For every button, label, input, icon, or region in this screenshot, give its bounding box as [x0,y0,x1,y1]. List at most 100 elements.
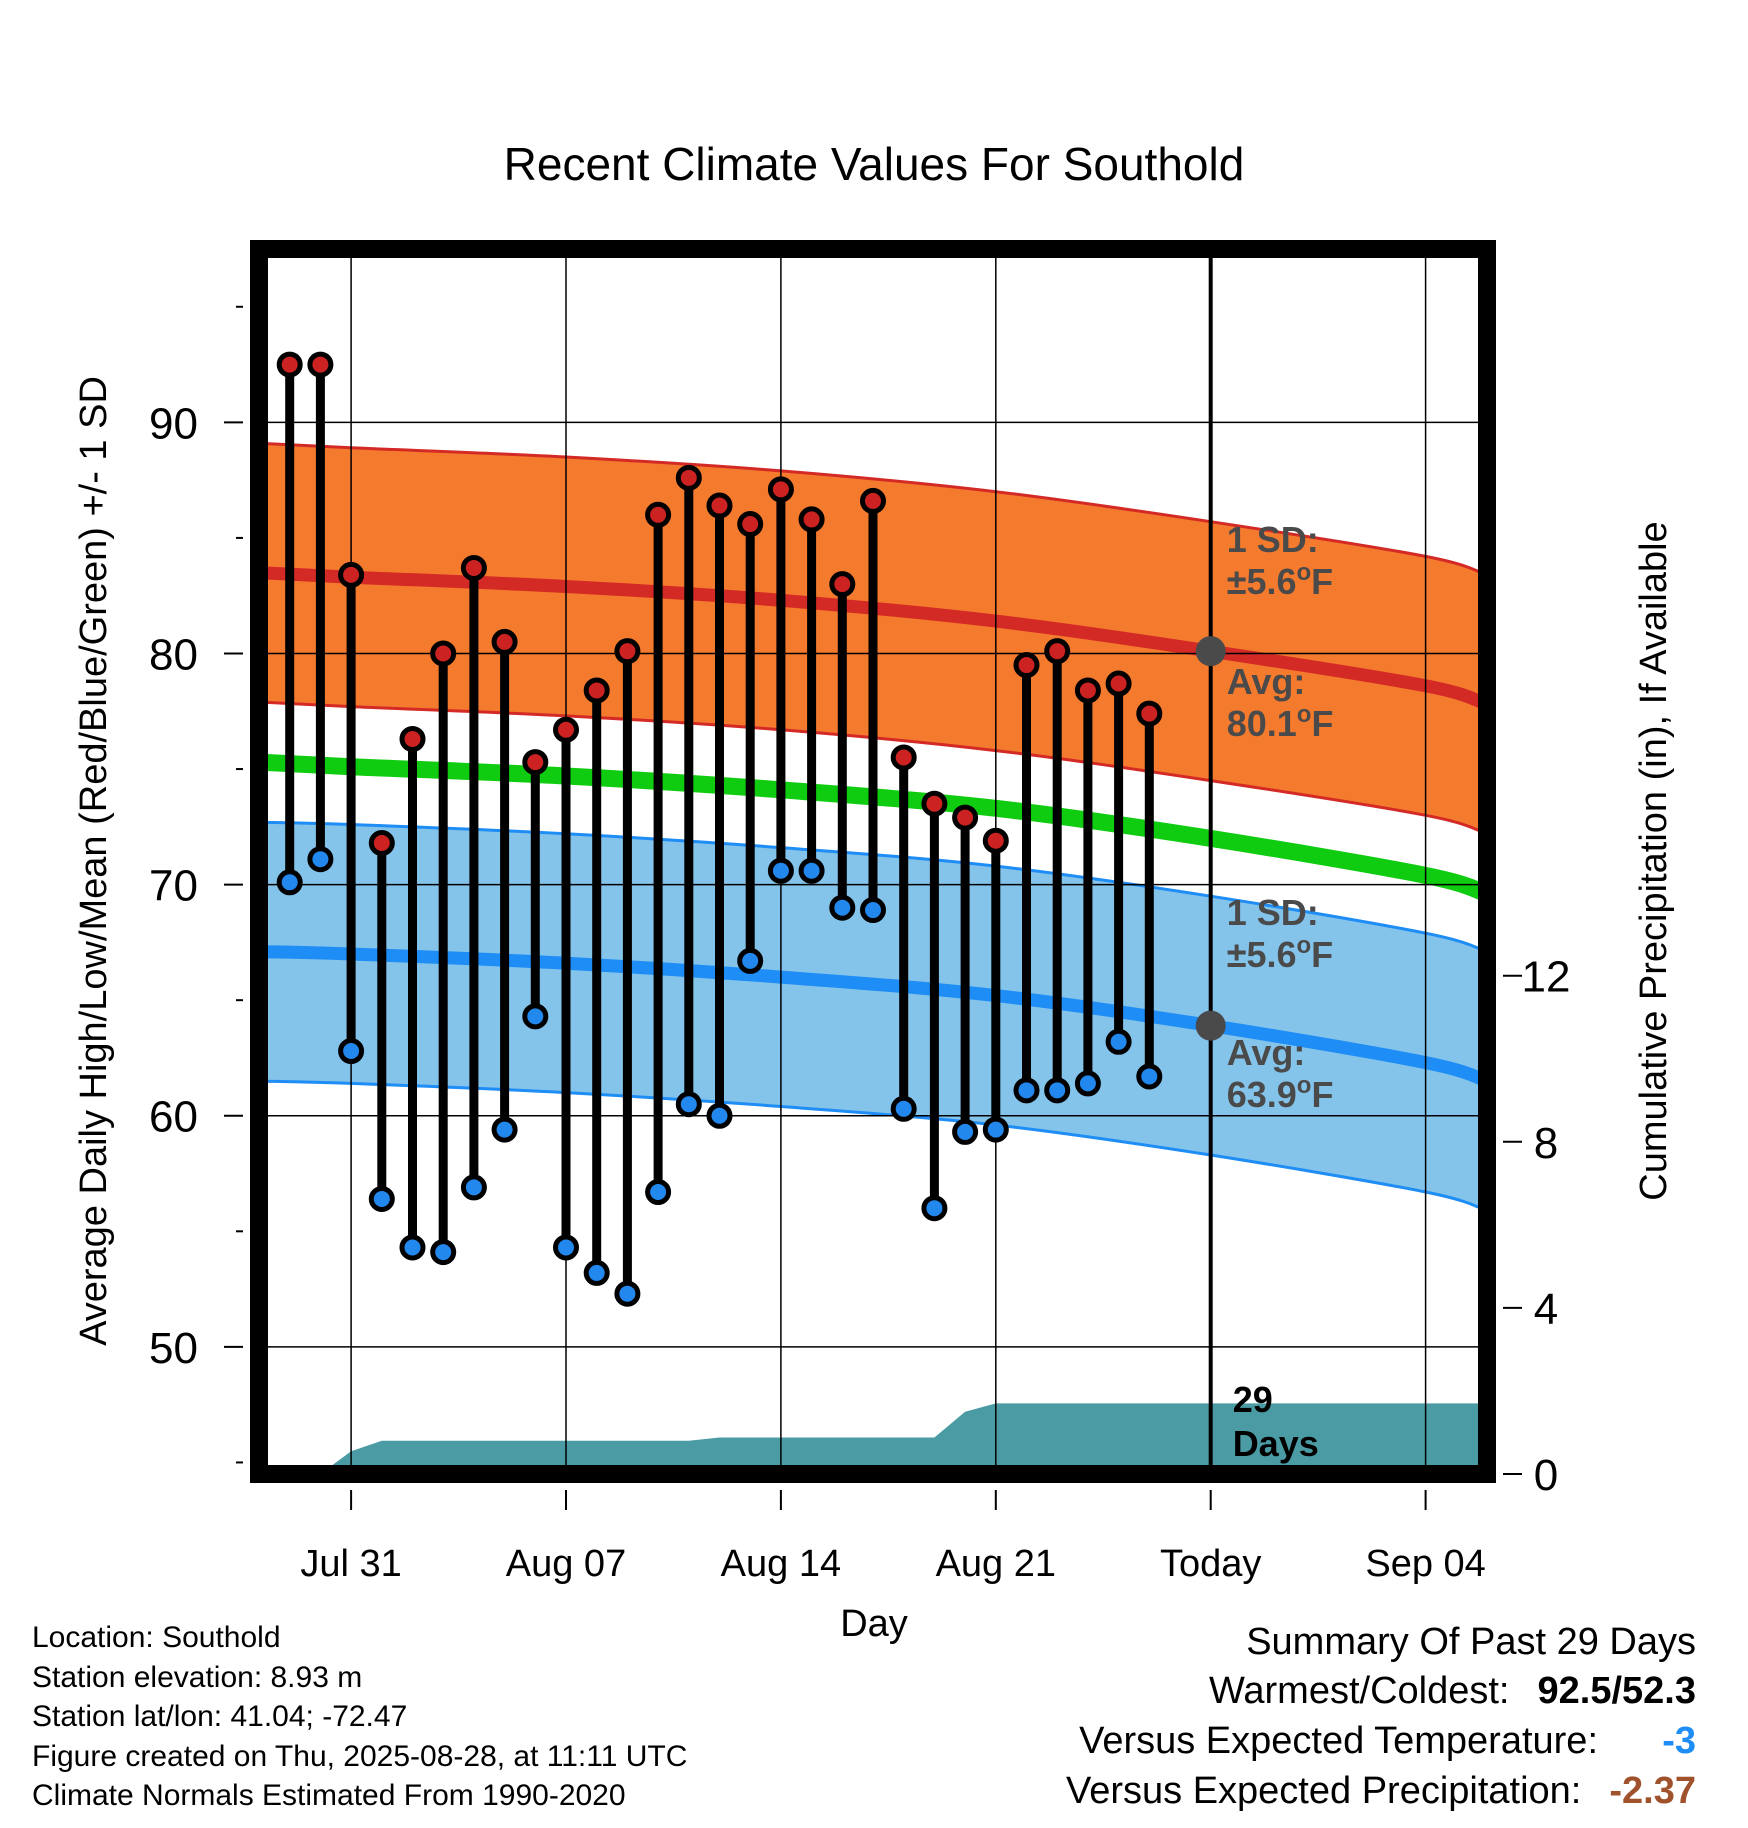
warm-cold-slash: / [1611,1670,1623,1712]
low-temp-marker [1136,1063,1163,1090]
low-temp-marker [430,1239,457,1266]
summary-title: Summary Of Past 29 Days [1246,1621,1696,1663]
low-temp-marker [614,1280,641,1307]
high-avg-value: 80.1oF [1227,701,1334,744]
low-temp-marker [737,947,764,974]
high-temp-marker [583,677,610,704]
high-temp-marker [890,744,917,771]
high-temp-marker [645,501,672,528]
summary-panel: Summary Of Past 29 Days Warmest/Coldest:… [1066,1618,1696,1816]
low-temp-marker [798,857,825,884]
days-count: 29 [1233,1379,1273,1420]
low-temp-marker [460,1174,487,1201]
coldest-value: 52.3 [1622,1670,1696,1712]
high-temp-marker [1105,670,1132,697]
low-temp-marker [522,1003,549,1030]
low-temp-marker [921,1195,948,1222]
x-tick-label: Jul 31 [300,1543,401,1585]
high-temp-marker [614,638,641,665]
y-tick-label: 60 [149,1093,198,1142]
x-tick-label: Aug 21 [936,1543,1056,1585]
low-temp-marker [399,1234,426,1261]
low-temp-marker [952,1118,979,1145]
y-tick-label: 70 [149,862,198,911]
low-temp-marker [491,1116,518,1143]
low-temp-marker [1074,1070,1101,1097]
high-temp-marker [368,830,395,857]
observed-temps [276,351,1163,1307]
high-temp-marker [1013,652,1040,679]
low-temp-marker [982,1116,1009,1143]
high-temp-marker [460,554,487,581]
high-temp-marker [767,476,794,503]
summary-precip-departure: Versus Expected Precipitation: -2.37 [1066,1766,1696,1816]
precip-departure-value: -2.37 [1609,1770,1696,1812]
high-temp-marker [737,511,764,538]
high-temp-marker [338,561,365,588]
x-tick-label: Aug 14 [721,1543,841,1585]
y-tick-label: 50 [149,1324,198,1373]
summary-warm-cold: Warmest/Coldest: 92.5/52.3 [1066,1666,1696,1716]
high-temp-marker [982,827,1009,854]
low-sd-value: ±5.6oF [1227,932,1333,975]
plot-frame [250,240,1496,1483]
low-sd-label: 1 SD: [1227,892,1319,933]
y-tick-label: 80 [149,630,198,679]
x-tick-label: Today [1160,1543,1261,1585]
axes: 50 60 70 80 90 0 4 8 12 Jul 31 Aug 07 Aug 14 Aug 21 T… [149,305,1570,1585]
warm-cold-label: Warmest/Coldest: [1208,1670,1510,1712]
x-axis-label: Day [840,1603,908,1645]
y-axis-label: Average Daily High/Low/Mean (Red/Blue/Gr… [73,376,115,1346]
high-temp-marker [675,464,702,491]
x-tick-label: Sep 04 [1365,1543,1485,1585]
y2-axis-label: Cumulative Precipitation (in), If Availa… [1633,521,1675,1200]
low-temp-marker [1013,1077,1040,1104]
y2-tick-label: 8 [1534,1119,1558,1168]
chart-title: Recent Climate Values For Southold [504,138,1245,190]
low-temp-marker [890,1095,917,1122]
low-temp-marker [307,846,334,873]
low-temp-marker [706,1102,733,1129]
today-low-avg-dot [1195,1010,1226,1041]
info-latlon: Station lat/lon: 41.04; -72.47 [32,1700,408,1733]
high-temp-marker [860,487,886,514]
high-temp-marker [829,571,856,598]
low-temp-marker [583,1259,610,1286]
low-temp-marker [553,1234,579,1261]
warmest-value: 92.5 [1537,1670,1612,1712]
low-temp-marker [675,1091,702,1118]
temp-departure-label: Versus Expected Temperature: [1079,1720,1598,1762]
high-temp-marker [399,726,426,752]
low-temp-marker [767,857,794,884]
high-temp-marker [1074,677,1101,704]
high-temp-marker [798,506,825,533]
low-temp-marker [645,1179,672,1206]
y-tick-label: 90 [149,399,198,448]
temp-departure-value: -3 [1662,1720,1696,1762]
info-normals: Climate Normals Estimated From 1990-2020 [32,1779,626,1812]
summary-temp-departure: Versus Expected Temperature: -3 [1066,1716,1696,1766]
high-sd-value: ±5.6oF [1227,559,1333,602]
info-elevation: Station elevation: 8.93 m [32,1660,363,1694]
low-temp-marker [860,897,886,924]
days-label: Days [1233,1423,1319,1464]
low-temp-marker [1105,1028,1132,1055]
y2-tick-label: 4 [1534,1285,1558,1334]
low-avg-label: Avg: [1227,1032,1306,1073]
high-avg-label: Avg: [1227,661,1306,702]
high-temp-marker [553,716,579,743]
high-avg-line [259,566,1487,711]
low-temp-marker [829,894,856,921]
high-temp-marker [307,351,334,378]
low-avg-value: 63.9oF [1227,1072,1334,1115]
high-temp-marker [491,628,518,655]
high-temp-marker [430,640,457,667]
today-high-avg-dot [1195,636,1226,667]
info-location: Location: Southold [32,1621,281,1654]
low-temp-marker [368,1185,395,1212]
cumulative-precip-area [289,1403,1487,1474]
info-created: Figure created on Thu, 2025-08-28, at 11… [32,1739,688,1773]
